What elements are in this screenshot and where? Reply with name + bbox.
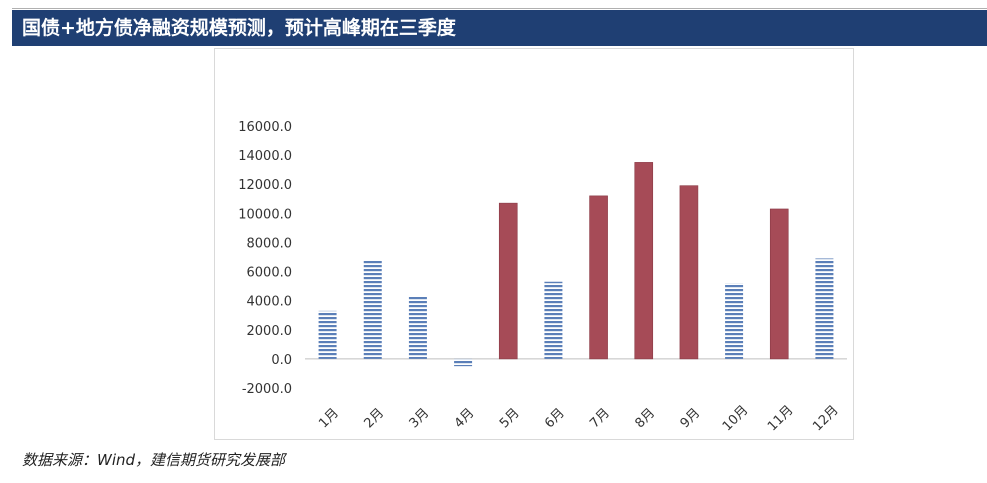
bar-9月 <box>679 185 699 360</box>
x-tick-label: 7月 <box>587 406 613 432</box>
bar-12月 <box>815 258 834 359</box>
y-tick-label: 14000.0 <box>238 149 292 164</box>
x-tick-label: 3月 <box>407 406 433 432</box>
y-tick-label: 10000.0 <box>238 207 292 222</box>
y-tick-label: 6000.0 <box>247 266 293 281</box>
y-tick-label: 12000.0 <box>238 178 292 193</box>
y-tick-label: 8000.0 <box>247 236 293 251</box>
bar-5月 <box>498 202 518 360</box>
bar-8月 <box>634 162 654 360</box>
x-tick-label: 6月 <box>542 406 568 432</box>
x-tick-label: 12月 <box>810 403 841 434</box>
chart-frame: -2000.0 0.0 2000.0 4000.0 6000.0 8000.0 10000.… <box>214 48 854 440</box>
bar-6月 <box>544 281 563 359</box>
title-top-rule <box>12 8 987 9</box>
x-tick-label: 5月 <box>497 406 523 432</box>
y-tick-label: 16000.0 <box>238 120 292 135</box>
y-tick-label: 4000.0 <box>247 295 293 310</box>
x-tick-label: 1月 <box>316 406 342 432</box>
y-tick-label: -2000.0 <box>242 382 292 397</box>
source-note: 数据来源：Wind，建信期货研究发展部 <box>22 451 286 469</box>
bar-1月 <box>318 310 337 359</box>
bar-10月 <box>725 283 744 359</box>
x-tick-label: 10月 <box>720 403 751 434</box>
bar-2月 <box>363 259 382 359</box>
bar-7月 <box>589 195 608 360</box>
x-tick-label: 11月 <box>765 403 796 434</box>
y-tick-label: 0.0 <box>271 353 292 368</box>
bar-4月 <box>454 358 473 367</box>
x-tick-label: 4月 <box>452 406 478 432</box>
x-tick-label: 2月 <box>361 406 387 432</box>
x-tick-label: 9月 <box>678 406 704 432</box>
y-tick-label: 2000.0 <box>247 324 293 339</box>
x-tick-label: 8月 <box>632 406 658 432</box>
bar-11月 <box>769 208 789 360</box>
title-bar: 国债+地方债净融资规模预测，预计高峰期在三季度 <box>12 10 987 46</box>
page-title: 国债+地方债净融资规模预测，预计高峰期在三季度 <box>22 17 456 39</box>
bar-chart: -2000.0 0.0 2000.0 4000.0 6000.0 8000.0 10000.… <box>238 120 847 434</box>
bar-3月 <box>408 296 427 359</box>
